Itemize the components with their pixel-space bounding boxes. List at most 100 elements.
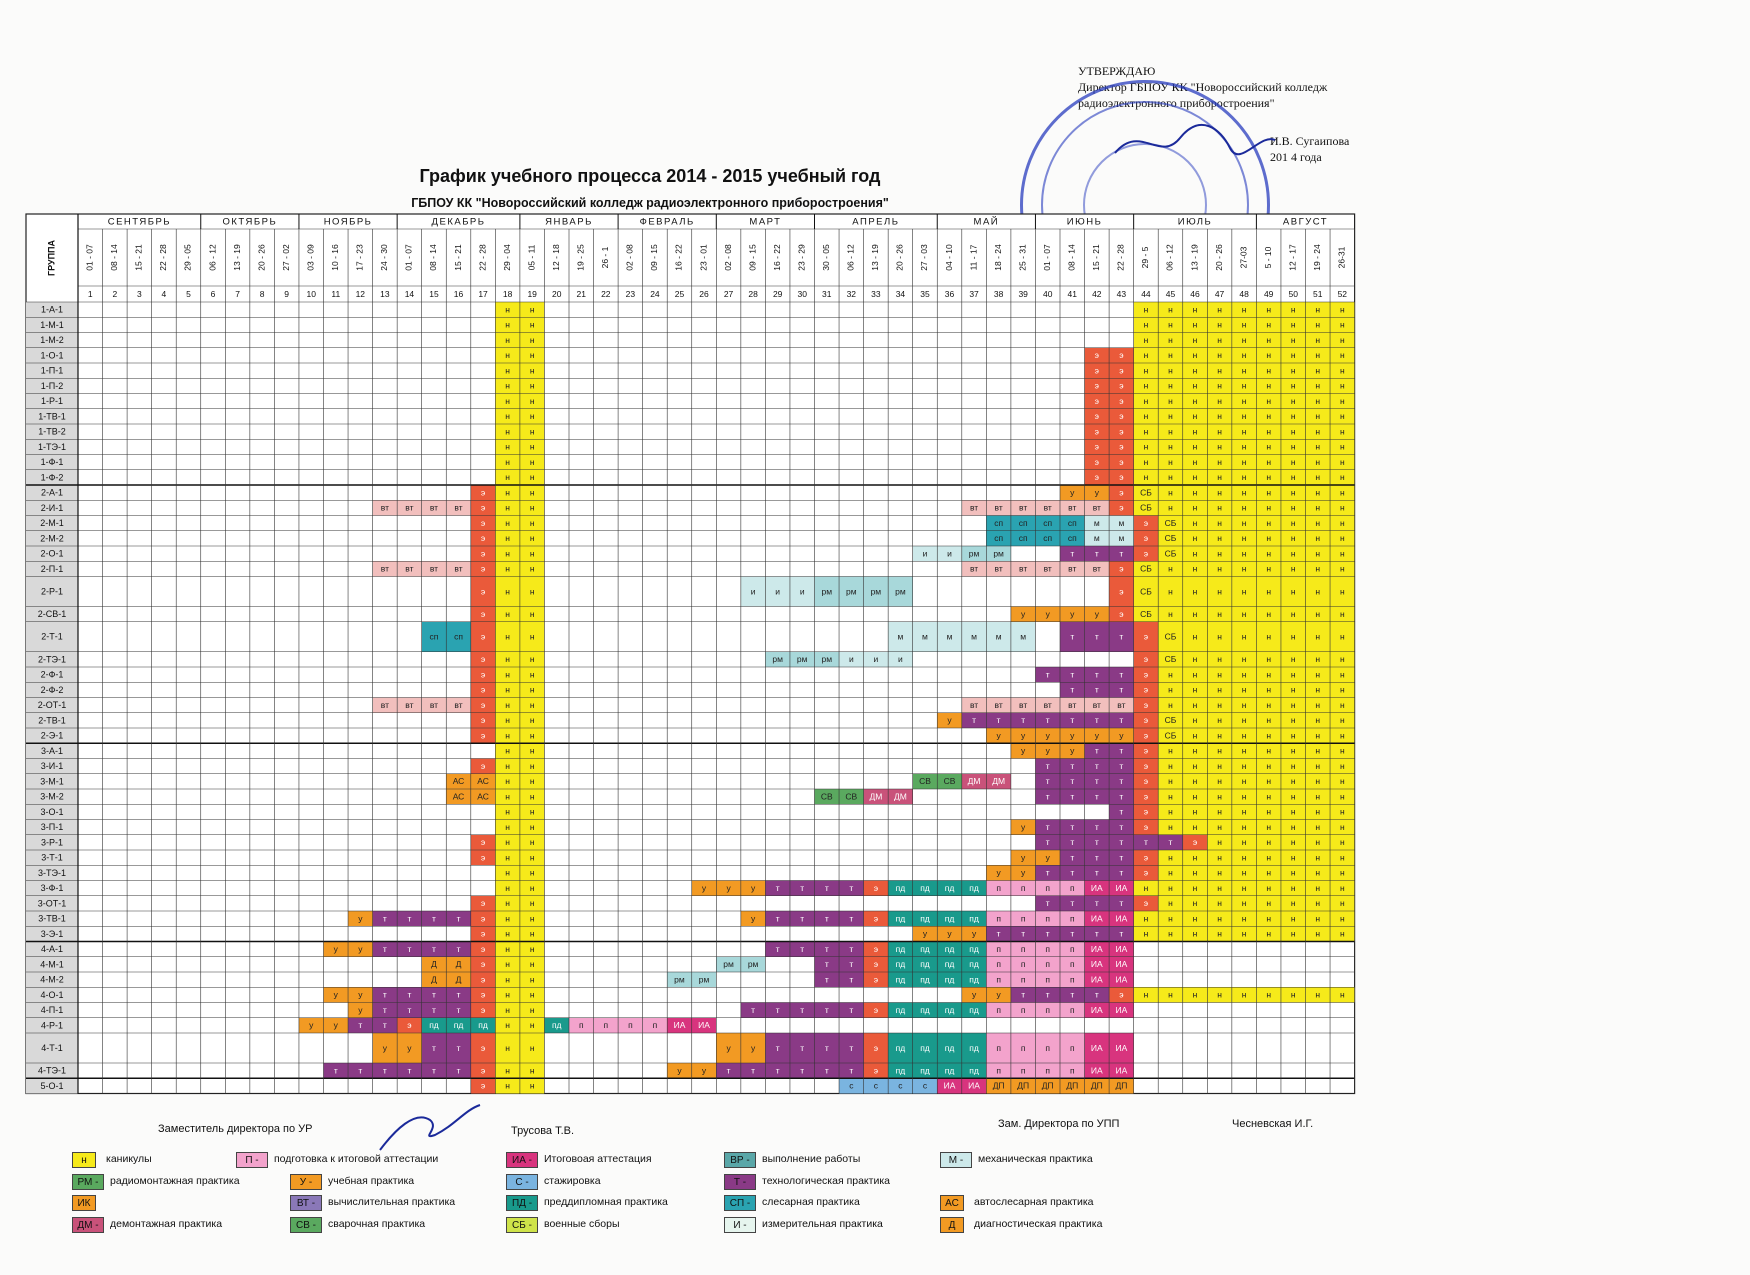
schedule-cell bbox=[1010, 880, 1036, 896]
schedule-cell-label: н bbox=[1193, 396, 1198, 406]
schedule-cell-label: рм bbox=[821, 654, 832, 664]
schedule-cell bbox=[1207, 454, 1232, 470]
schedule-cell bbox=[1207, 728, 1232, 744]
schedule-cell bbox=[1133, 546, 1159, 562]
schedule-cell-label: т bbox=[776, 944, 780, 954]
schedule-cell-label: т bbox=[1095, 715, 1099, 725]
schedule-cell-label: пд bbox=[896, 1043, 906, 1053]
schedule-cell-label: т bbox=[1119, 791, 1123, 801]
schedule-cell-label: н bbox=[1217, 609, 1222, 619]
group-label: 5-О-1 bbox=[40, 1081, 63, 1091]
schedule-cell-label: н bbox=[1193, 776, 1198, 786]
week-number: 40 bbox=[1043, 289, 1053, 299]
schedule-cell-label: н bbox=[1315, 791, 1320, 801]
schedule-cell-label: п bbox=[1021, 974, 1026, 984]
schedule-cell bbox=[495, 561, 520, 577]
schedule-cell bbox=[1231, 454, 1257, 470]
schedule-cell bbox=[1084, 773, 1110, 789]
schedule-cell-label: п bbox=[1045, 974, 1050, 984]
schedule-cell bbox=[961, 712, 987, 728]
schedule-cell bbox=[1256, 850, 1281, 866]
schedule-cell-label: п bbox=[996, 1043, 1001, 1053]
schedule-cell bbox=[888, 956, 913, 972]
schedule-cell bbox=[1182, 895, 1208, 911]
schedule-cell bbox=[519, 576, 545, 607]
schedule-cell bbox=[839, 880, 864, 896]
schedule-cell-label: н bbox=[1266, 350, 1271, 360]
schedule-cell-label: т bbox=[849, 1065, 853, 1075]
schedule-cell bbox=[1109, 972, 1134, 988]
schedule-cell bbox=[519, 621, 545, 652]
schedule-cell-label: н bbox=[1315, 564, 1320, 574]
schedule-cell bbox=[961, 1033, 987, 1063]
schedule-cell bbox=[888, 789, 913, 805]
schedule-cell bbox=[1280, 515, 1306, 531]
schedule-cell bbox=[986, 621, 1011, 652]
schedule-cell bbox=[1207, 363, 1232, 379]
week-range: 23 - 01 bbox=[698, 244, 708, 271]
schedule-cell-label: э bbox=[1144, 700, 1148, 710]
schedule-cell-label: э bbox=[874, 1005, 878, 1015]
schedule-cell-label: н bbox=[1315, 503, 1320, 513]
schedule-cell bbox=[716, 1063, 741, 1079]
schedule-cell-label: н bbox=[1291, 586, 1296, 596]
schedule-cell-label: т bbox=[457, 944, 461, 954]
schedule-cell-label: н bbox=[1193, 335, 1198, 345]
schedule-cell-label: пд bbox=[920, 1005, 930, 1015]
schedule-cell bbox=[1084, 834, 1110, 850]
schedule-cell bbox=[1109, 987, 1134, 1003]
schedule-cell bbox=[1280, 773, 1306, 789]
schedule-cell-label: сп bbox=[1043, 518, 1052, 528]
schedule-cell-label: т bbox=[825, 1065, 829, 1075]
schedule-cell bbox=[1256, 378, 1281, 394]
schedule-cell bbox=[1182, 347, 1208, 363]
schedule-cell-label: н bbox=[1217, 868, 1222, 878]
month-header: ИЮНЬ bbox=[1067, 217, 1103, 228]
schedule-cell-label: н bbox=[505, 944, 510, 954]
schedule-cell bbox=[1010, 956, 1036, 972]
schedule-cell bbox=[1256, 865, 1281, 881]
schedule-cell-label: н bbox=[1340, 746, 1345, 756]
schedule-cell bbox=[1084, 972, 1110, 988]
schedule-cell bbox=[986, 546, 1011, 562]
week-number: 6 bbox=[211, 289, 216, 299]
schedule-cell bbox=[1330, 987, 1355, 1003]
schedule-cell bbox=[1084, 363, 1110, 379]
schedule-cell bbox=[495, 728, 520, 744]
schedule-cell bbox=[888, 941, 913, 957]
schedule-cell-label: т bbox=[800, 1005, 804, 1015]
schedule-cell-label: н bbox=[1193, 685, 1198, 695]
schedule-cell-label: н bbox=[1291, 822, 1296, 832]
group-label: 3-П-1 bbox=[41, 822, 63, 832]
schedule-cell-label: н bbox=[1242, 564, 1247, 574]
schedule-cell bbox=[1207, 789, 1232, 805]
schedule-cell bbox=[814, 941, 840, 957]
schedule-cell bbox=[1060, 606, 1085, 622]
schedule-cell bbox=[912, 546, 938, 562]
schedule-cell bbox=[1305, 789, 1331, 805]
schedule-cell-label: СБ bbox=[1165, 518, 1177, 528]
schedule-cell-label: ИА bbox=[1115, 1065, 1127, 1075]
schedule-cell-label: пд bbox=[969, 883, 979, 893]
schedule-cell bbox=[1305, 682, 1331, 698]
schedule-cell bbox=[1280, 682, 1306, 698]
schedule-cell bbox=[1330, 682, 1355, 698]
group-label: 2-Ф-1 bbox=[41, 670, 64, 680]
schedule-cell-label: вт bbox=[405, 564, 413, 574]
schedule-cell-label: н bbox=[1340, 898, 1345, 908]
schedule-cell-label: сп bbox=[994, 533, 1003, 543]
schedule-cell-label: у bbox=[1119, 730, 1124, 740]
schedule-cell-label: н bbox=[1217, 807, 1222, 817]
group-label: 4-А-1 bbox=[41, 944, 63, 954]
schedule-cell bbox=[1109, 469, 1134, 485]
schedule-cell-label: н bbox=[505, 503, 510, 513]
schedule-cell-label: н bbox=[530, 669, 535, 679]
schedule-cell-label: у bbox=[1021, 852, 1026, 862]
schedule-cell bbox=[1207, 621, 1232, 652]
schedule-cell bbox=[1280, 865, 1306, 881]
schedule-cell-label: т bbox=[1046, 868, 1050, 878]
schedule-cell-label: н bbox=[530, 411, 535, 421]
schedule-cell-label: э bbox=[1144, 898, 1148, 908]
schedule-cell-label: н bbox=[1242, 304, 1247, 314]
schedule-cell-label: т bbox=[1070, 929, 1074, 939]
